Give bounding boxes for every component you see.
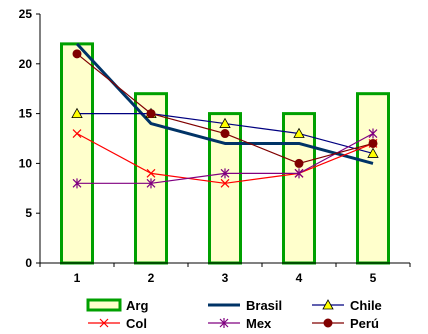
point-mex-3: [220, 168, 230, 179]
point-peru-2: [146, 109, 156, 119]
legend-label-mex: Mex: [246, 316, 272, 331]
bar-arg-4: [282, 112, 316, 265]
legend-label-peru: Perú: [350, 316, 379, 331]
legend-label-chile: Chile: [350, 298, 382, 313]
point-chile-1: [71, 107, 83, 118]
bar-arg-1: [60, 42, 94, 265]
legend-marker-chile: [322, 299, 334, 310]
point-mex-4: [294, 168, 304, 179]
y-tick-label-5: 5: [25, 206, 32, 220]
point-mex-5: [368, 128, 378, 139]
y-tick-label-25: 25: [19, 7, 33, 21]
point-mex-2: [146, 178, 156, 189]
point-peru-5: [368, 138, 378, 148]
legend-label-col: Col: [126, 316, 147, 331]
legend-label-arg: Arg: [126, 298, 148, 313]
point-chile-4: [293, 127, 305, 138]
legend-marker-peru: [323, 318, 333, 328]
x-tick-label-1: 1: [74, 271, 81, 285]
x-tick-label-4: 4: [296, 271, 303, 285]
point-chile-5: [367, 147, 379, 158]
point-col-1: [72, 129, 82, 138]
y-tick-label-0: 0: [25, 256, 32, 270]
legend-marker-col: [99, 318, 109, 328]
y-tick-label-20: 20: [19, 57, 33, 71]
point-mex-1: [72, 178, 82, 189]
legend-item-col: Col: [88, 316, 147, 331]
axes-layer: 0 5 10 15 20 25 1 2 3 4 5: [19, 7, 411, 285]
point-peru-3: [220, 129, 230, 139]
point-col-2: [146, 168, 156, 178]
y-tick-label-10: 10: [19, 156, 33, 170]
lines-layer: [71, 42, 379, 189]
point-peru-4: [294, 158, 304, 168]
bar-arg-5: [356, 92, 390, 265]
legend: Arg Brasil Chile Col Mex Perú: [86, 298, 382, 331]
legend-item-arg: Arg: [86, 298, 148, 313]
point-col-3: [220, 178, 230, 188]
legend-item-brasil: Brasil: [208, 298, 282, 313]
series-line-brasil: [75, 42, 374, 165]
legend-item-chile: Chile: [312, 298, 382, 313]
point-peru-1: [72, 49, 82, 59]
legend-label-brasil: Brasil: [246, 298, 282, 313]
point-chile-3: [219, 117, 231, 128]
x-tick-label-2: 2: [148, 271, 155, 285]
legend-item-peru: Perú: [312, 316, 379, 331]
legend-item-mex: Mex: [208, 316, 272, 331]
y-tick-label-15: 15: [19, 107, 33, 121]
legend-marker-mex: [219, 318, 229, 328]
x-tick-label-3: 3: [222, 271, 229, 285]
legend-symbol-arg: [86, 298, 122, 312]
x-tick-label-5: 5: [370, 271, 377, 285]
